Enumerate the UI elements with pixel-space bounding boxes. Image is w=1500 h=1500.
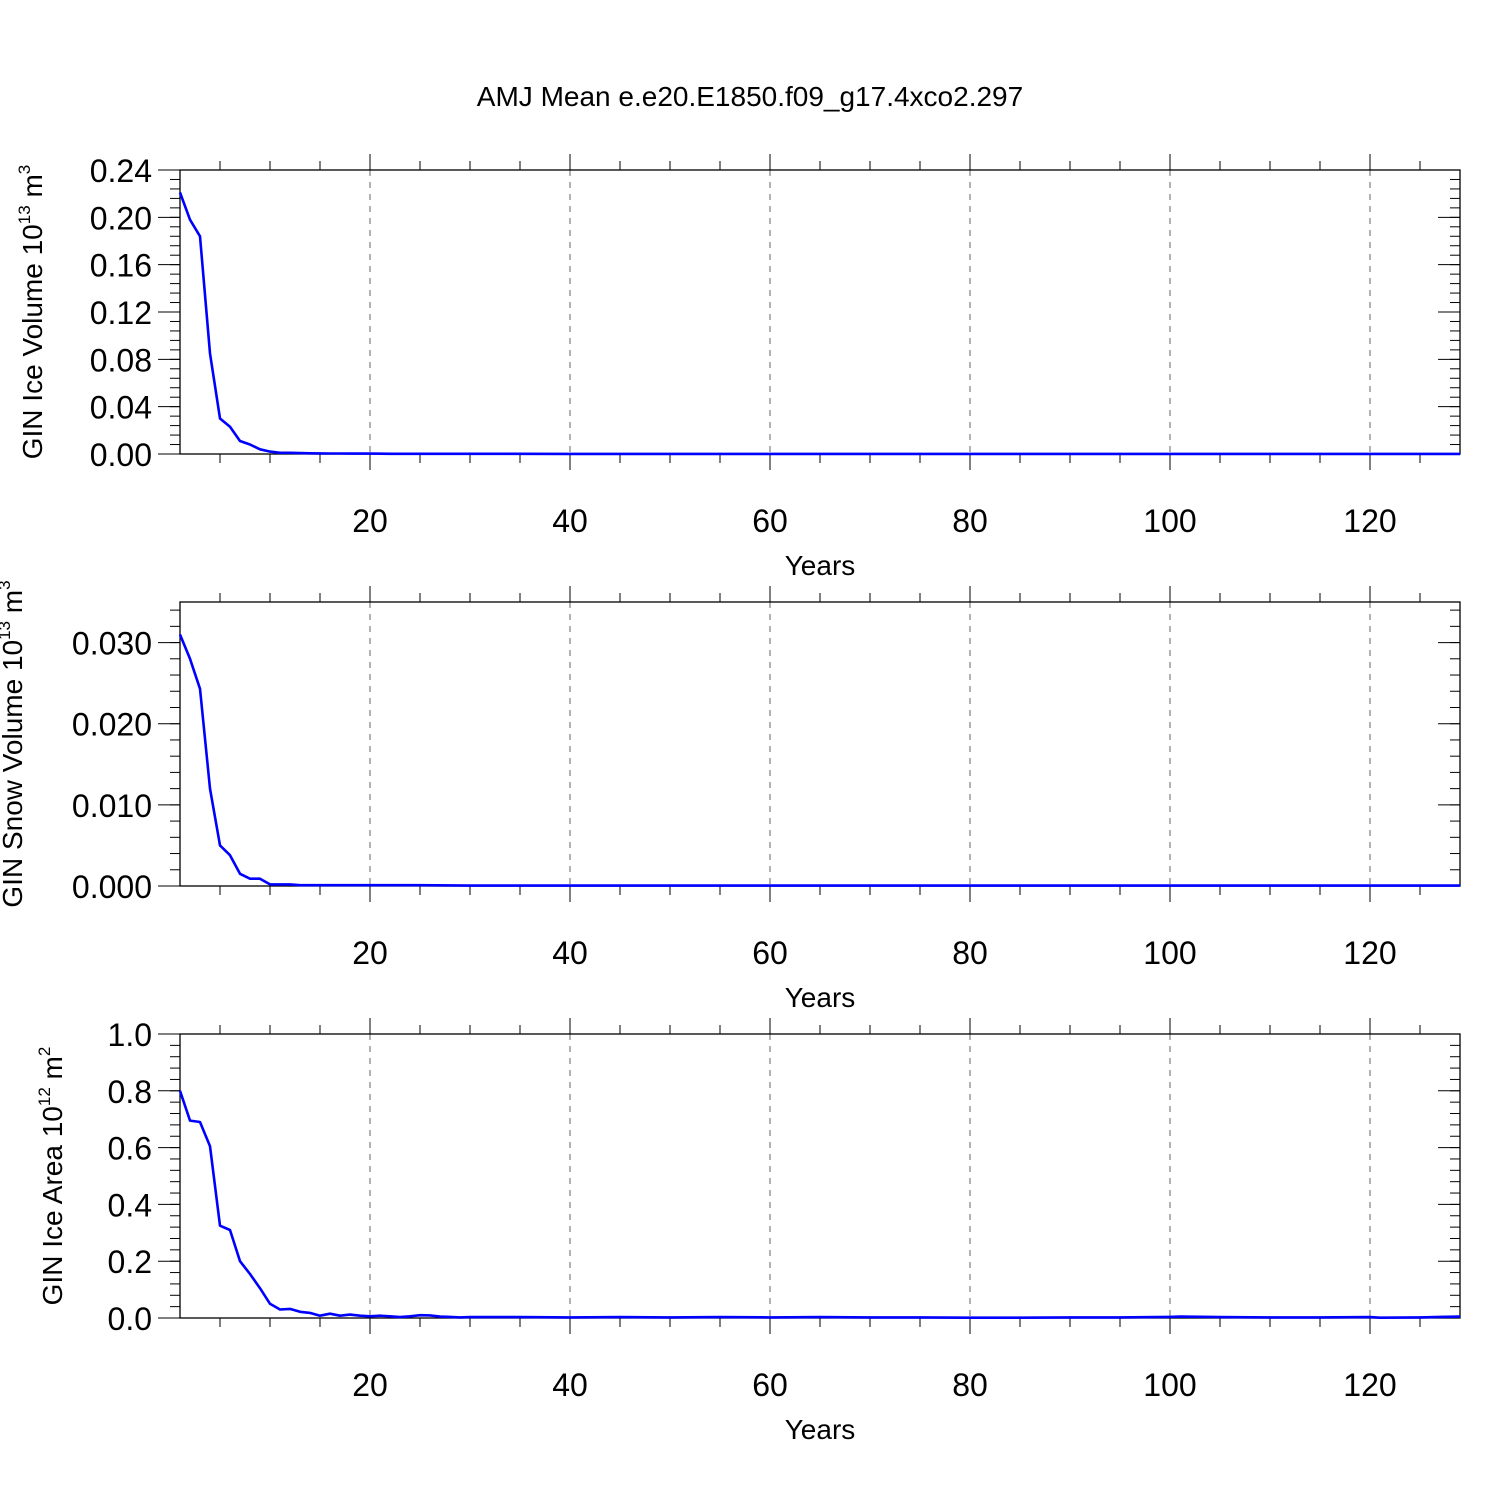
y-axis-label: GIN Snow Volume 1013 m3 bbox=[0, 580, 28, 907]
y-tick-label: 0.020 bbox=[72, 707, 152, 743]
y-tick-label: 0.0 bbox=[108, 1301, 152, 1337]
panel-ice-area: 0.0 0.2 0.4 0.6 0.8 1.0 20 40 60 80 100 120 Years GIN… bbox=[35, 1017, 1461, 1445]
y-tick-label: 0.030 bbox=[72, 626, 152, 662]
y-tick-label: 0.16 bbox=[90, 248, 152, 284]
y-tick-label: 0.4 bbox=[108, 1187, 152, 1223]
y-tick-label: 0.00 bbox=[90, 437, 152, 473]
x-tick-label: 20 bbox=[352, 935, 388, 971]
x-tick-label: 20 bbox=[352, 503, 388, 539]
y-tick-label: 0.6 bbox=[108, 1131, 152, 1167]
x-tick-label: 80 bbox=[952, 503, 988, 539]
x-tick-label: 100 bbox=[1143, 503, 1196, 539]
series-line bbox=[178, 192, 1460, 456]
y-tick-label: 1.0 bbox=[108, 1017, 152, 1053]
x-tick-label: 80 bbox=[952, 935, 988, 971]
series-line bbox=[178, 634, 1460, 887]
x-tick-label: 40 bbox=[552, 503, 588, 539]
x-tick-label: 40 bbox=[552, 1367, 588, 1403]
figure-title: AMJ Mean e.e20.E1850.f09_g17.4xco2.297 bbox=[477, 81, 1023, 112]
y-tick-label: 0.8 bbox=[108, 1074, 152, 1110]
x-tick-label: 120 bbox=[1343, 1367, 1396, 1403]
x-tick-label: 100 bbox=[1143, 1367, 1196, 1403]
x-tick-label: 120 bbox=[1343, 503, 1396, 539]
series-line bbox=[178, 1090, 1461, 1319]
panel-ice-volume: 0.00 0.04 0.08 0.12 0.16 0.20 0.24 20 40 60 80 100 1… bbox=[15, 153, 1461, 581]
y-tick-label: 0.000 bbox=[72, 869, 152, 905]
x-tick-label: 120 bbox=[1343, 935, 1396, 971]
y-tick-label: 0.24 bbox=[90, 153, 152, 189]
y-tick-label: 0.12 bbox=[90, 295, 152, 331]
y-axis-label: GIN Ice Volume 1013 m3 bbox=[15, 165, 48, 460]
panel-snow-volume: 0.000 0.010 0.020 0.030 20 40 60 80 100 120 Years G… bbox=[0, 580, 1461, 1013]
plot-frame bbox=[179, 169, 1461, 455]
x-axis-label: Years bbox=[785, 982, 856, 1013]
x-tick-label: 80 bbox=[952, 1367, 988, 1403]
y-axis-label: GIN Ice Area 1012 m2 bbox=[35, 1047, 68, 1306]
x-axis-label: Years bbox=[785, 1414, 856, 1445]
y-tick-label: 0.04 bbox=[90, 390, 152, 426]
y-tick-label: 0.010 bbox=[72, 788, 152, 824]
x-tick-label: 60 bbox=[752, 935, 788, 971]
x-tick-label: 60 bbox=[752, 1367, 788, 1403]
x-tick-label: 20 bbox=[352, 1367, 388, 1403]
y-tick-label: 0.2 bbox=[108, 1244, 152, 1280]
plot-frame bbox=[179, 1033, 1461, 1319]
y-tick-label: 0.08 bbox=[90, 342, 152, 378]
x-tick-label: 60 bbox=[752, 503, 788, 539]
y-tick-label: 0.20 bbox=[90, 200, 152, 236]
plot-frame bbox=[179, 601, 1461, 887]
x-tick-label: 40 bbox=[552, 935, 588, 971]
x-tick-label: 100 bbox=[1143, 935, 1196, 971]
x-axis-label: Years bbox=[785, 550, 856, 581]
